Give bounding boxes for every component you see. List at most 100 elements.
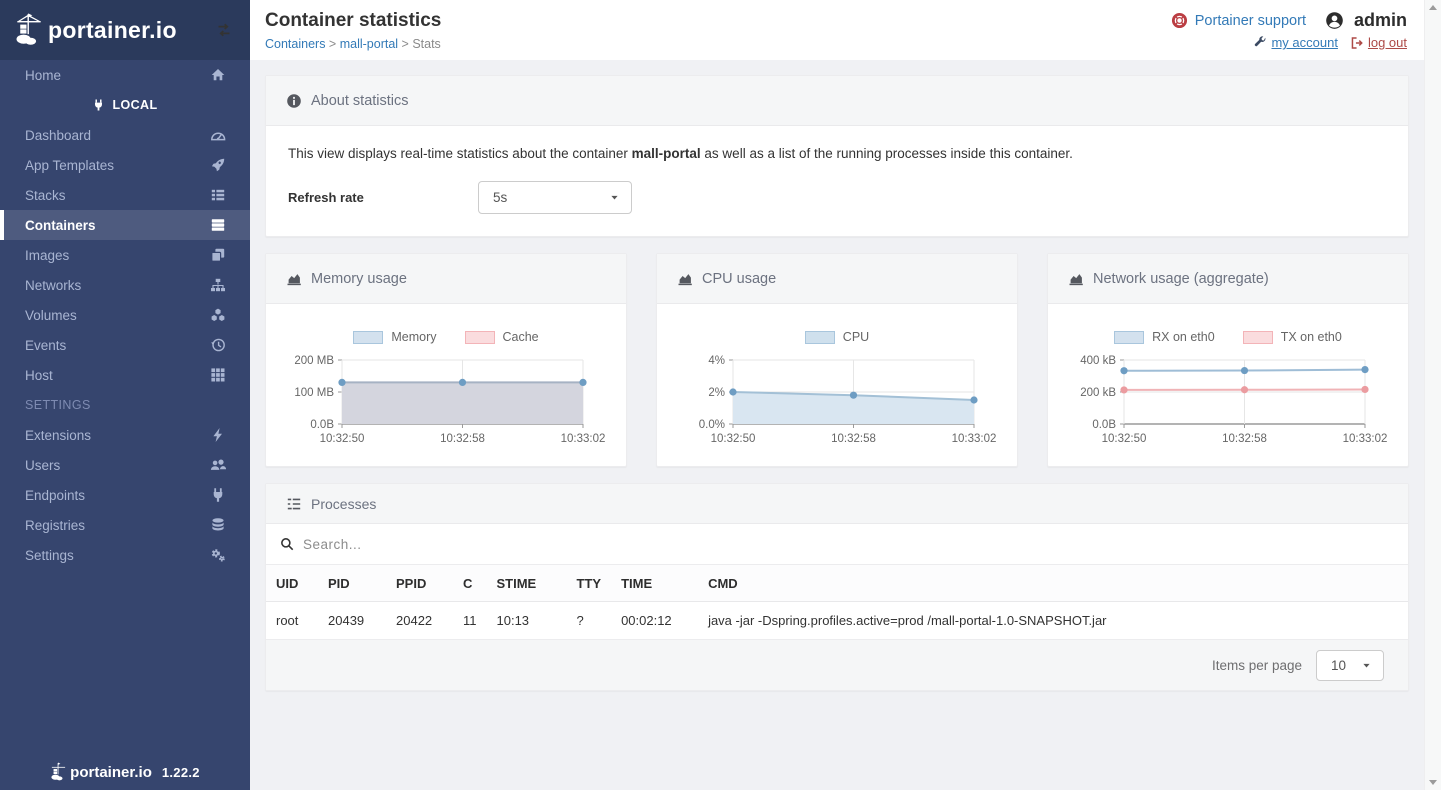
breadcrumb-item[interactable]: mall-portal <box>339 37 399 51</box>
sidebar-item-registries[interactable]: Registries <box>0 510 250 540</box>
sidebar-item-stacks[interactable]: Stacks <box>0 180 250 210</box>
sidebar-item-volumes[interactable]: Volumes <box>0 300 250 330</box>
memory-usage-header: Memory usage <box>266 254 626 304</box>
legend-swatch <box>1114 330 1145 344</box>
items-per-page-value: 10 <box>1331 657 1347 673</box>
sidebar-item-host[interactable]: Host <box>0 360 250 390</box>
sidebar-item-label: Networks <box>25 277 82 293</box>
page-scrollbar[interactable] <box>1424 0 1441 790</box>
username-label: admin <box>1353 10 1407 30</box>
table-header-cell: UID <box>266 565 318 602</box>
table-cell: java -jar -Dspring.profiles.active=prod … <box>698 601 1408 640</box>
breadcrumb-item: Stats <box>412 37 441 51</box>
svg-text:10:32:50: 10:32:50 <box>320 433 365 445</box>
svg-text:10:33:02: 10:33:02 <box>561 433 606 445</box>
cubes-icon <box>210 307 226 323</box>
sidebar-item-label: App Templates <box>25 157 115 173</box>
sidebar-item-endpoints[interactable]: Endpoints <box>0 480 250 510</box>
sidebar-item-dashboard[interactable]: Dashboard <box>0 120 250 150</box>
about-statistics-body: This view displays real-time statistics … <box>266 126 1408 236</box>
network-usage-title: Network usage (aggregate) <box>1093 270 1269 287</box>
sidebar-item-images[interactable]: Images <box>0 240 250 270</box>
sidebar-item-settings[interactable]: Settings <box>0 540 250 570</box>
life-ring-icon <box>1171 12 1188 29</box>
legend-entry: TX on eth0 <box>1242 330 1342 344</box>
sidebar-item-events[interactable]: Events <box>0 330 250 360</box>
memory-usage-widget: Memory usage Memory Cache 200 MB 100 MB 0.0… <box>265 253 627 467</box>
table-header-cell: TIME <box>611 565 699 602</box>
server-icon <box>210 217 226 233</box>
cpu-chart: 4% 2% 0.0% 10:32:50 10:32:58 10:33:02 <box>657 350 1017 452</box>
footer-brand-name: portainer.io <box>70 763 152 781</box>
sidebar-item-app-templates[interactable]: App Templates <box>0 150 250 180</box>
log-out-link[interactable]: log out <box>1350 35 1407 50</box>
users-icon <box>210 457 226 473</box>
legend-label: Cache <box>502 330 539 344</box>
sidebar-item-home[interactable]: Home <box>0 60 250 90</box>
cpu-usage-body: CPU 4% 2% 0.0% 10:32:50 10:32:58 10:33:02 <box>657 304 1017 466</box>
user-circle-icon <box>1325 11 1344 30</box>
items-per-page-select[interactable]: 10 <box>1316 649 1384 681</box>
table-header-cell: C <box>453 565 487 602</box>
area-chart-icon <box>286 271 302 287</box>
plug-icon <box>210 487 226 503</box>
sidebar-toggle-icon[interactable] <box>216 22 232 38</box>
scroll-up-arrow-icon[interactable] <box>1429 5 1437 10</box>
list-icon <box>210 187 226 203</box>
network-usage-body: RX on eth0 TX on eth0 400 kB 200 kB 0.0B 10:… <box>1048 304 1408 466</box>
sidebar-menu: Dashboard App Templates Stacks Containers Im… <box>0 120 250 390</box>
legend-entry: RX on eth0 <box>1114 330 1215 344</box>
search-input[interactable] <box>303 536 1394 552</box>
area-chart-icon <box>677 271 693 287</box>
footer-logo[interactable]: portainer.io <box>50 762 152 782</box>
database-icon <box>210 517 226 533</box>
svg-text:10:32:58: 10:32:58 <box>1222 433 1267 445</box>
plug-icon <box>92 98 105 112</box>
log-out-label: log out <box>1367 35 1407 50</box>
rocket-icon <box>210 157 226 173</box>
cogs-icon <box>210 547 226 563</box>
processes-searchbar <box>266 524 1408 565</box>
my-account-link[interactable]: my account <box>1254 35 1338 50</box>
sidebar-item-label: Extensions <box>25 427 92 443</box>
table-cell: 20422 <box>386 601 453 640</box>
svg-text:0.0B: 0.0B <box>1092 419 1116 431</box>
sidebar-item-extensions[interactable]: Extensions <box>0 420 250 450</box>
legend-swatch <box>804 330 835 344</box>
portainer-support-link[interactable]: Portainer support <box>1194 12 1306 29</box>
about-statistics-header: About statistics <box>266 76 1408 126</box>
version-label: 1.22.2 <box>161 764 200 780</box>
svg-text:100 MB: 100 MB <box>294 387 334 399</box>
svg-text:400 kB: 400 kB <box>1080 355 1116 367</box>
memory-usage-body: Memory Cache 200 MB 100 MB 0.0B 10:32:50 10:3… <box>266 304 626 466</box>
processes-table: UID PID PPID C STIME TTY TIME CMD root 20439 2042… <box>266 565 1408 640</box>
network-usage-widget: Network usage (aggregate) RX on eth0 TX o… <box>1047 253 1409 467</box>
sidebar: portainer.io Home LOCAL Dashboard App Tem… <box>0 0 250 790</box>
memory-chart: 200 MB 100 MB 0.0B 10:32:50 10:32:58 10:33:02 <box>266 350 626 452</box>
home-icon <box>210 67 226 83</box>
legend-entry: Cache <box>464 330 539 344</box>
sidebar-item-networks[interactable]: Networks <box>0 270 250 300</box>
breadcrumb-item[interactable]: Containers <box>265 37 326 51</box>
table-header-cell: PPID <box>386 565 453 602</box>
cpu-usage-header: CPU usage <box>657 254 1017 304</box>
portainer-whale-icon <box>14 13 44 47</box>
sidebar-item-containers[interactable]: Containers <box>0 210 250 240</box>
scroll-down-arrow-icon[interactable] <box>1429 780 1437 785</box>
legend-label: Memory <box>391 330 437 344</box>
svg-text:200 kB: 200 kB <box>1080 387 1116 399</box>
sidebar-settings-header: SETTINGS <box>25 398 91 412</box>
portainer-logo[interactable]: portainer.io <box>14 13 177 47</box>
caret-down-icon <box>1362 661 1371 670</box>
endpoint-selector[interactable]: LOCAL <box>0 90 250 120</box>
refresh-rate-select[interactable]: 5s <box>478 181 632 214</box>
content: About statistics This view displays real… <box>250 60 1441 790</box>
svg-text:10:32:50: 10:32:50 <box>1102 433 1147 445</box>
clone-icon <box>210 247 226 263</box>
search-icon <box>280 537 294 551</box>
sidebar-item-users[interactable]: Users <box>0 450 250 480</box>
sidebar-item-label: Home <box>25 67 62 83</box>
caret-down-icon <box>610 193 619 202</box>
legend-swatch <box>464 330 495 344</box>
